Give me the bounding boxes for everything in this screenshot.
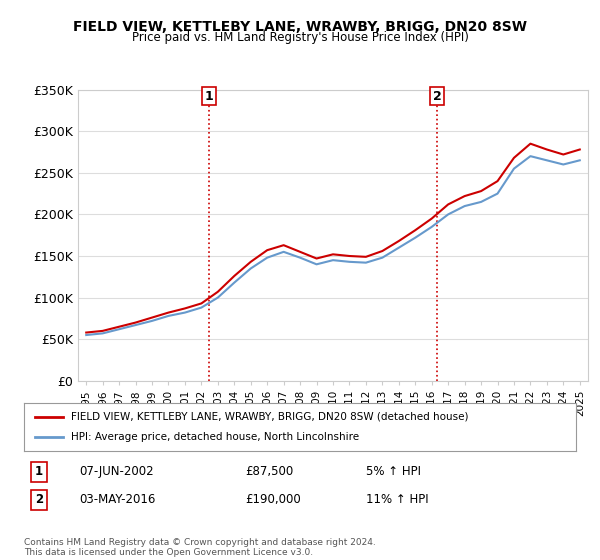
Text: 2: 2 — [35, 493, 43, 506]
Text: FIELD VIEW, KETTLEBY LANE, WRAWBY, BRIGG, DN20 8SW: FIELD VIEW, KETTLEBY LANE, WRAWBY, BRIGG… — [73, 20, 527, 34]
Text: 2: 2 — [433, 90, 442, 102]
Text: Contains HM Land Registry data © Crown copyright and database right 2024.
This d: Contains HM Land Registry data © Crown c… — [24, 538, 376, 557]
Text: Price paid vs. HM Land Registry's House Price Index (HPI): Price paid vs. HM Land Registry's House … — [131, 31, 469, 44]
Text: £87,500: £87,500 — [245, 465, 293, 478]
Text: FIELD VIEW, KETTLEBY LANE, WRAWBY, BRIGG, DN20 8SW (detached house): FIELD VIEW, KETTLEBY LANE, WRAWBY, BRIGG… — [71, 412, 469, 422]
Text: £190,000: £190,000 — [245, 493, 301, 506]
Text: 1: 1 — [204, 90, 213, 102]
Text: 11% ↑ HPI: 11% ↑ HPI — [366, 493, 429, 506]
Text: 5% ↑ HPI: 5% ↑ HPI — [366, 465, 421, 478]
Text: HPI: Average price, detached house, North Lincolnshire: HPI: Average price, detached house, Nort… — [71, 432, 359, 442]
Text: 07-JUN-2002: 07-JUN-2002 — [79, 465, 154, 478]
Text: 03-MAY-2016: 03-MAY-2016 — [79, 493, 155, 506]
Text: 1: 1 — [35, 465, 43, 478]
